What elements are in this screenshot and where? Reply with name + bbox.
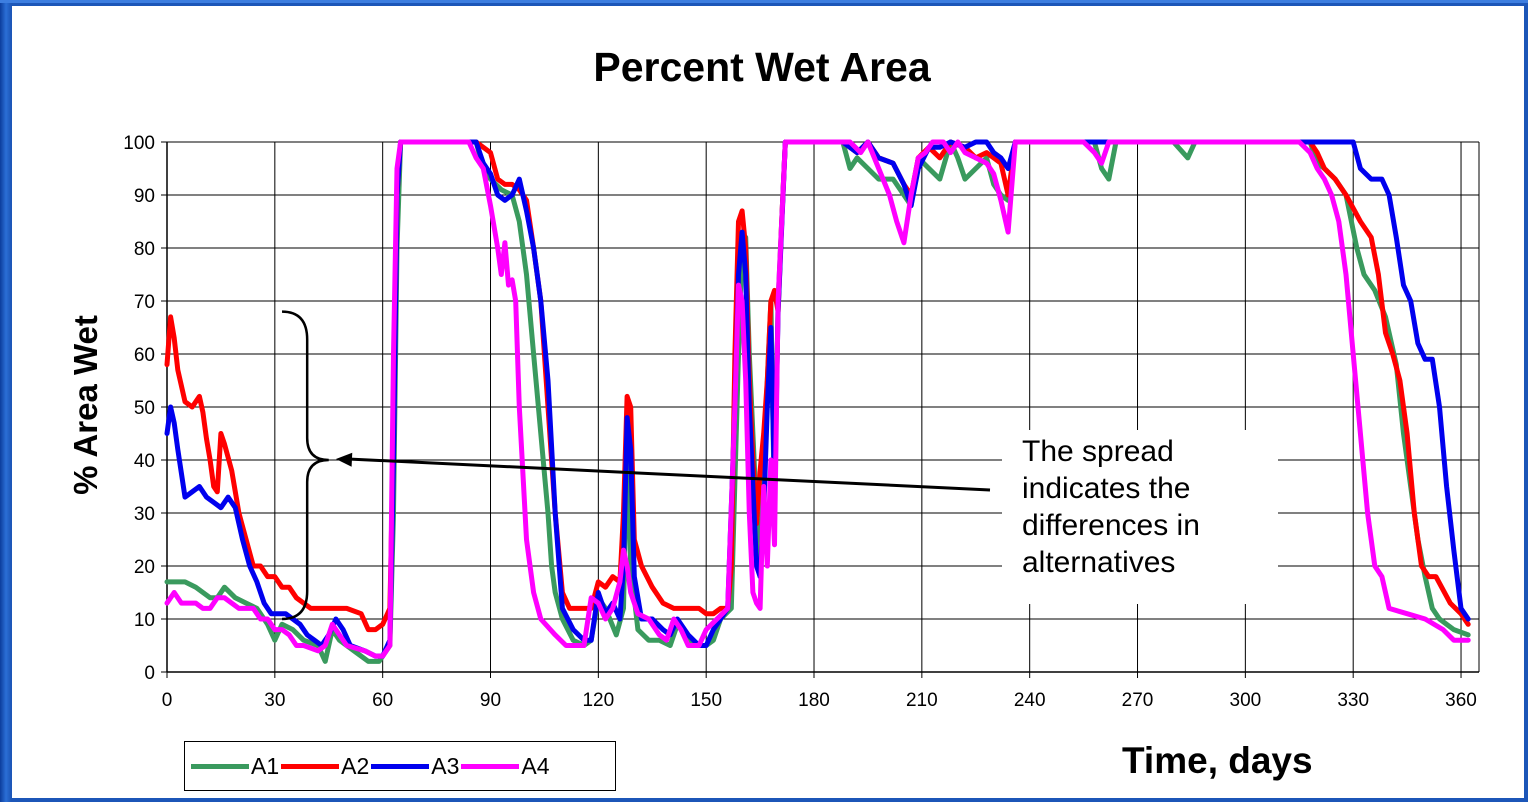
y-axis-label: % Area Wet bbox=[67, 315, 104, 495]
x-tick-label: 300 bbox=[1230, 690, 1262, 711]
y-tick-label: 30 bbox=[134, 504, 155, 525]
y-tick-label: 10 bbox=[134, 610, 155, 631]
legend-item-a2: A2 bbox=[281, 753, 369, 780]
annotation-textbox: The spread indicates the differences in … bbox=[1002, 430, 1278, 604]
legend-item-a3: A3 bbox=[371, 753, 459, 780]
y-tick-label: 80 bbox=[134, 239, 155, 260]
annotation-arrow bbox=[335, 452, 991, 492]
chart-legend: A1 A2 A3 A4 bbox=[184, 741, 616, 791]
x-axis-label: Time, days bbox=[1122, 740, 1313, 781]
annotation-line: alternatives bbox=[1022, 546, 1176, 579]
x-tick-label: 210 bbox=[906, 690, 938, 711]
legend-label: A2 bbox=[341, 752, 370, 779]
slide-top-bar bbox=[0, 0, 1528, 3]
annotation-line: The spread bbox=[1022, 435, 1174, 468]
x-tick-label: 180 bbox=[798, 690, 830, 711]
legend-label: A4 bbox=[521, 752, 550, 779]
legend-label: A3 bbox=[431, 752, 460, 779]
legend-swatch bbox=[461, 763, 520, 769]
y-tick-label: 50 bbox=[134, 398, 155, 419]
chart-title: Percent Wet Area bbox=[593, 44, 931, 90]
y-tick-label: 70 bbox=[134, 292, 155, 313]
arrow-shaft bbox=[347, 457, 991, 492]
annotation-line: indicates the bbox=[1022, 472, 1191, 505]
legend-swatch bbox=[281, 763, 340, 769]
legend-swatch bbox=[191, 763, 249, 769]
x-tick-label: 30 bbox=[264, 690, 285, 711]
legend-label: A1 bbox=[251, 752, 280, 779]
gridlines bbox=[166, 141, 1480, 673]
x-tick-label: 0 bbox=[162, 690, 173, 711]
x-tick-label: 60 bbox=[372, 690, 393, 711]
arrow-head bbox=[335, 452, 353, 467]
chart-panel: 0 10 20 30 40 50 60 70 80 90 100 0 30 60 90 120 150 180 21… bbox=[12, 6, 1524, 798]
x-tick-label: 330 bbox=[1337, 690, 1369, 711]
annotation-line: differences in bbox=[1022, 509, 1200, 542]
x-tick-label: 120 bbox=[582, 690, 614, 711]
x-tick-label: 270 bbox=[1122, 690, 1154, 711]
spread-bracket bbox=[281, 310, 329, 621]
y-tick-label: 90 bbox=[134, 186, 155, 207]
series-lines bbox=[164, 139, 1471, 664]
y-tick-label: 0 bbox=[144, 663, 155, 684]
curly-bracket bbox=[281, 310, 329, 621]
x-tick-label: 150 bbox=[690, 690, 722, 711]
legend-swatch bbox=[371, 763, 430, 769]
series-line-a3 bbox=[164, 139, 1471, 659]
legend-item-a4: A4 bbox=[461, 752, 550, 780]
line-chart: 0 10 20 30 40 50 60 70 80 90 100 0 30 60 90 120 150 180 21… bbox=[123, 133, 1480, 711]
series-line-a2 bbox=[164, 139, 1471, 633]
x-tick-label: 360 bbox=[1445, 690, 1477, 711]
y-tick-label: 100 bbox=[123, 133, 155, 154]
y-tick-label: 20 bbox=[134, 557, 155, 578]
legend-item-a1: A1 bbox=[191, 753, 279, 780]
x-tick-label: 90 bbox=[480, 690, 501, 711]
y-tick-label: 60 bbox=[134, 345, 155, 366]
x-tick-label: 240 bbox=[1014, 690, 1046, 711]
series-line-a4 bbox=[164, 139, 1471, 659]
y-tick-label: 40 bbox=[134, 451, 155, 472]
axis-ticks: 0 10 20 30 40 50 60 70 80 90 100 0 30 60 90 120 150 180 21… bbox=[123, 133, 1477, 711]
